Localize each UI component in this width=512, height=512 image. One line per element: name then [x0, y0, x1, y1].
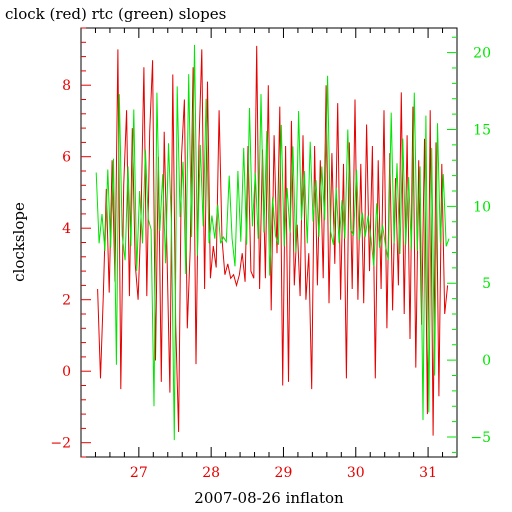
y-left-tick-label: −2 [50, 436, 71, 452]
y-left-tick-label: 4 [62, 221, 71, 237]
y-left-tick-label: 6 [62, 150, 71, 166]
y-left-tick-label: 2 [62, 293, 71, 309]
x-tick-label: 28 [202, 465, 220, 481]
plot-series [95, 44, 450, 441]
y-right-tick-label: 20 [473, 46, 491, 62]
x-tick-label: 30 [347, 465, 365, 481]
y-right-tick-label: −5 [470, 430, 491, 446]
x-tick-label: 29 [275, 465, 293, 481]
x-tick-label: 31 [419, 465, 437, 481]
x-tick-label: 27 [130, 465, 148, 481]
chart-title: clock (red) rtc (green) slopes [5, 5, 226, 23]
y-right-tick-label: 5 [482, 276, 491, 292]
y-right-tick-label: 15 [473, 122, 491, 138]
plot-axes: 27 28 29 30 31 −2 0 2 4 6 8 −5 0 5 10 15 20 [50, 27, 491, 481]
y-left-tick-label: 8 [62, 78, 71, 94]
y-left-tick-label: 0 [62, 364, 71, 380]
series-line-green [95, 44, 450, 441]
y-axis-label: clockslope [10, 202, 28, 282]
y-right-tick-label: 0 [482, 353, 491, 369]
x-axis-label: 2007-08-26 inflaton [194, 489, 344, 507]
series-line-red [97, 45, 449, 436]
y-right-tick-label: 10 [473, 199, 491, 215]
